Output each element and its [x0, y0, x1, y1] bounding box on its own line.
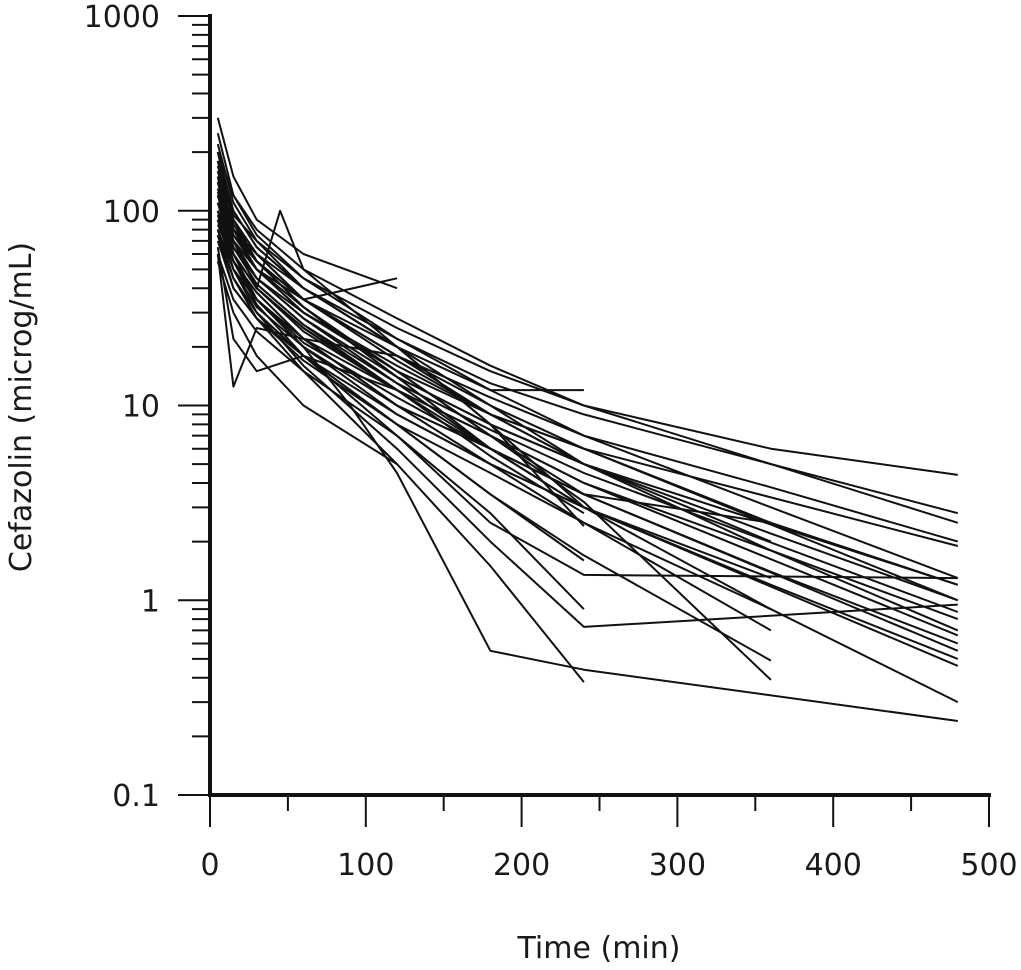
series-line-8 — [216, 224, 959, 645]
series-line-5 — [216, 219, 959, 586]
x-tick-label: 300 — [649, 848, 706, 883]
labels-layer: 0 100 200 300 400 500 0.1 1 10 100 1000 — [84, 0, 1018, 883]
ticks-layer — [178, 15, 990, 827]
y-tick-label: 10 — [122, 390, 160, 425]
series-line-6 — [216, 194, 959, 602]
x-tick-label: 100 — [337, 848, 394, 883]
series-line-42 — [216, 151, 959, 602]
series-line-24 — [216, 133, 584, 392]
series-line-37 — [216, 261, 398, 465]
y-tick-label: 1000 — [84, 0, 160, 35]
x-tick-label: 0 — [200, 848, 219, 883]
x-axis-title: Time (min) — [517, 931, 681, 966]
series-line-9 — [216, 181, 959, 632]
series-line-41 — [216, 182, 959, 586]
y-tick-label: 1 — [141, 584, 160, 619]
y-tick-label: 100 — [103, 195, 160, 230]
y-tick-label: 0.1 — [112, 779, 160, 814]
series-line-15 — [216, 219, 958, 628]
series-line-13 — [216, 195, 958, 722]
series-line-14 — [216, 210, 958, 580]
series-line-44 — [216, 219, 959, 652]
y-axis-title: Cefazolin (microg/mL) — [4, 242, 39, 572]
series-line-45 — [216, 170, 959, 547]
series-line-25 — [216, 151, 772, 543]
series-line-22 — [216, 253, 585, 610]
series-layer — [216, 117, 959, 722]
series-line-27 — [216, 210, 772, 632]
series-line-28 — [216, 229, 772, 662]
x-tick-label: 200 — [493, 848, 550, 883]
series-line-33 — [216, 117, 398, 290]
series-line-43 — [216, 202, 959, 637]
series-line-46 — [216, 234, 959, 667]
x-tick-label: 500 — [960, 848, 1017, 883]
x-tick-label: 400 — [805, 848, 862, 883]
series-line-3 — [216, 151, 959, 524]
series-line-29 — [216, 165, 772, 681]
series-line-47 — [216, 191, 959, 613]
